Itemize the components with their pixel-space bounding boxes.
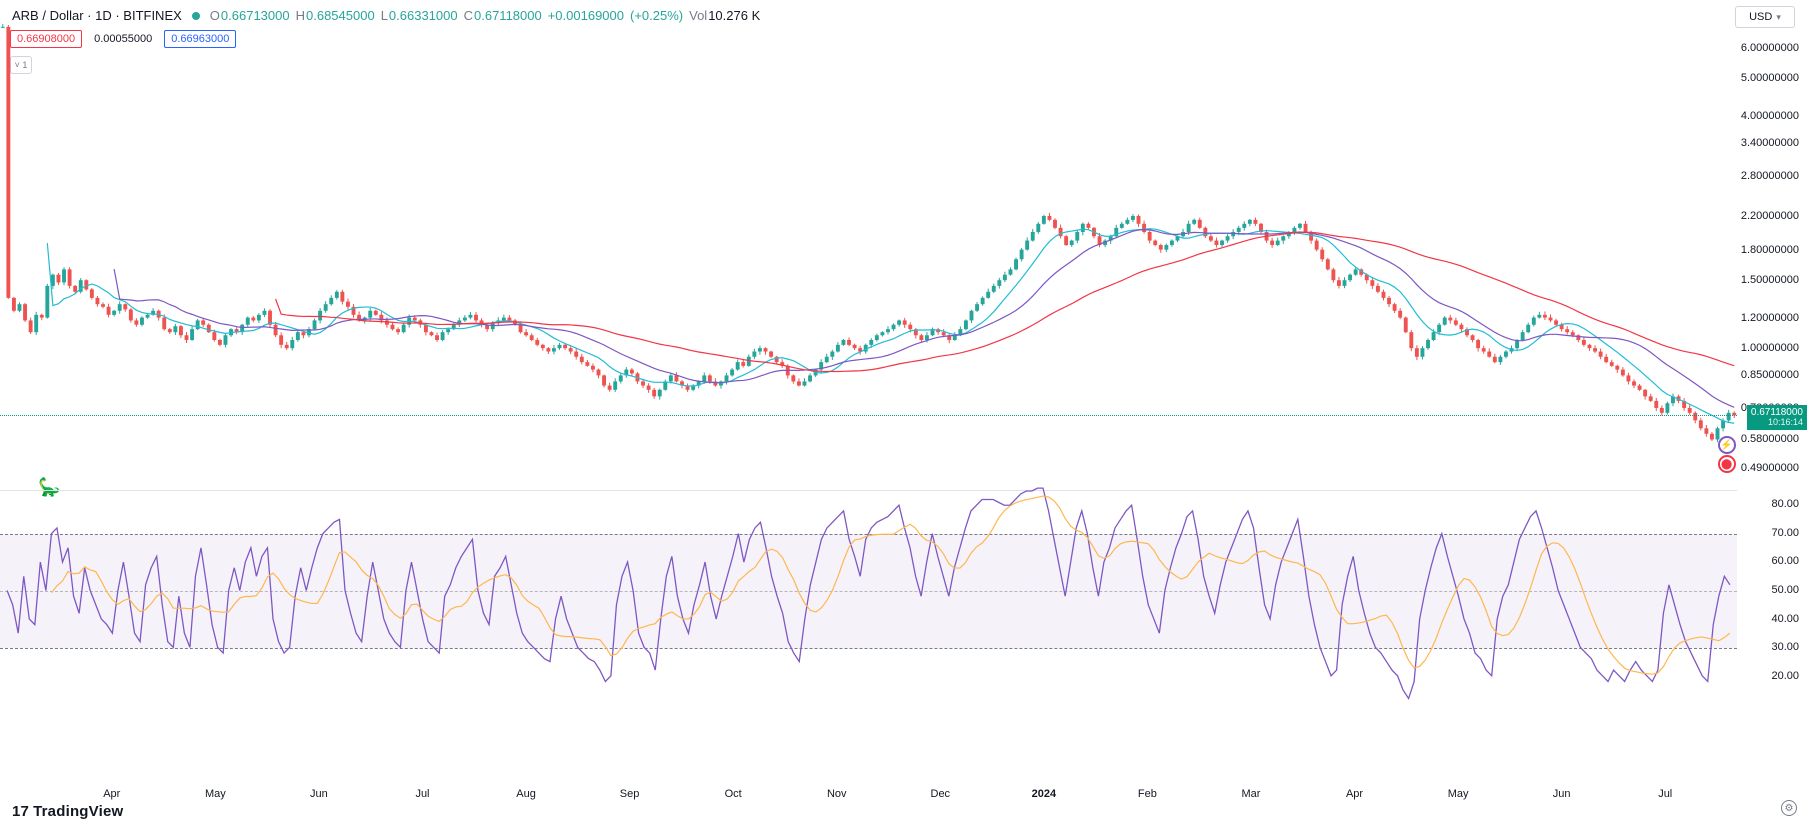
time-tick: 2024 (1032, 788, 1056, 800)
rsi-tick: 60.00 (1771, 555, 1799, 567)
time-tick: Jun (1553, 788, 1571, 800)
time-tick: Sep (620, 788, 640, 800)
price-tick: 3.40000000 (1741, 137, 1799, 149)
time-tick: Mar (1241, 788, 1260, 800)
chart-legend: ARB / Dollar · 1D · BITFINEX O0.66713000… (12, 8, 760, 23)
symbol-title[interactable]: ARB / Dollar · 1D · BITFINEX (12, 8, 182, 23)
ohlc-close: C0.67118000 (464, 8, 542, 23)
ohlc-vol: Vol10.276 K (689, 8, 760, 23)
price-chart-svg (0, 22, 1737, 482)
ohlc-low: L0.66331000 (381, 8, 458, 23)
price-tick: 1.80000000 (1741, 244, 1799, 256)
rsi-tick: 40.00 (1771, 613, 1799, 625)
price-tick: 1.00000000 (1741, 342, 1799, 354)
time-tick: Aug (516, 788, 536, 800)
rsi-tick: 70.00 (1771, 527, 1799, 539)
price-y-axis[interactable]: 6.00000000 5.00000000 4.00000000 3.40000000… (1737, 22, 1807, 482)
price-tick: 0.58000000 (1741, 433, 1799, 445)
market-status-icon (192, 12, 200, 20)
time-tick: Oct (725, 788, 742, 800)
time-tick: Jul (415, 788, 429, 800)
time-tick: Apr (103, 788, 120, 800)
time-tick: Jul (1658, 788, 1672, 800)
rsi-y-axis[interactable]: 80.00 70.00 60.00 50.00 40.00 30.00 20.00 (1737, 490, 1807, 690)
price-tick: 1.50000000 (1741, 274, 1799, 286)
rsi-chart-svg (0, 491, 1737, 690)
price-tick: 6.00000000 (1741, 42, 1799, 54)
time-tick: Jun (310, 788, 328, 800)
rsi-tick: 50.00 (1771, 584, 1799, 596)
ohlc-change-pct: (+0.25%) (630, 8, 683, 23)
settings-icon[interactable]: ⚙ (1781, 800, 1797, 816)
rsi-tick: 30.00 (1771, 641, 1799, 653)
price-tick: 2.80000000 (1741, 170, 1799, 182)
time-tick: Apr (1346, 788, 1363, 800)
price-tick: 0.49000000 (1741, 462, 1799, 474)
time-tick: Nov (827, 788, 847, 800)
last-price-line (0, 415, 1737, 416)
time-tick: Feb (1138, 788, 1157, 800)
rsi-pane[interactable] (0, 490, 1737, 690)
ohlc-high: H0.68545000 (296, 8, 375, 23)
time-axis[interactable]: Apr May Jun Jul Aug Sep Oct Nov Dec 2024 Feb Mar Apr… (0, 692, 1737, 818)
price-tick: 1.20000000 (1741, 312, 1799, 324)
ohlc-change: +0.00169000 (548, 8, 624, 23)
price-tick: 4.00000000 (1741, 110, 1799, 122)
time-tick: May (205, 788, 226, 800)
tradingview-logo[interactable]: 17TradingView (12, 803, 123, 820)
last-price-tag: 0.6711800010:16:14 (1747, 405, 1807, 430)
price-tick: 0.85000000 (1741, 369, 1799, 381)
price-pane[interactable]: 🦕 ⚡⬤ (0, 22, 1737, 482)
time-tick: May (1448, 788, 1469, 800)
rsi-tick: 20.00 (1771, 670, 1799, 682)
price-tick: 2.20000000 (1741, 210, 1799, 222)
time-tick: Dec (931, 788, 951, 800)
price-tick: 5.00000000 (1741, 72, 1799, 84)
ohlc-open: O0.66713000 (210, 8, 290, 23)
lightning-icon[interactable]: ⚡ (1718, 436, 1736, 454)
flag-icon[interactable]: ⬤ (1718, 455, 1736, 473)
rsi-tick: 80.00 (1771, 498, 1799, 510)
